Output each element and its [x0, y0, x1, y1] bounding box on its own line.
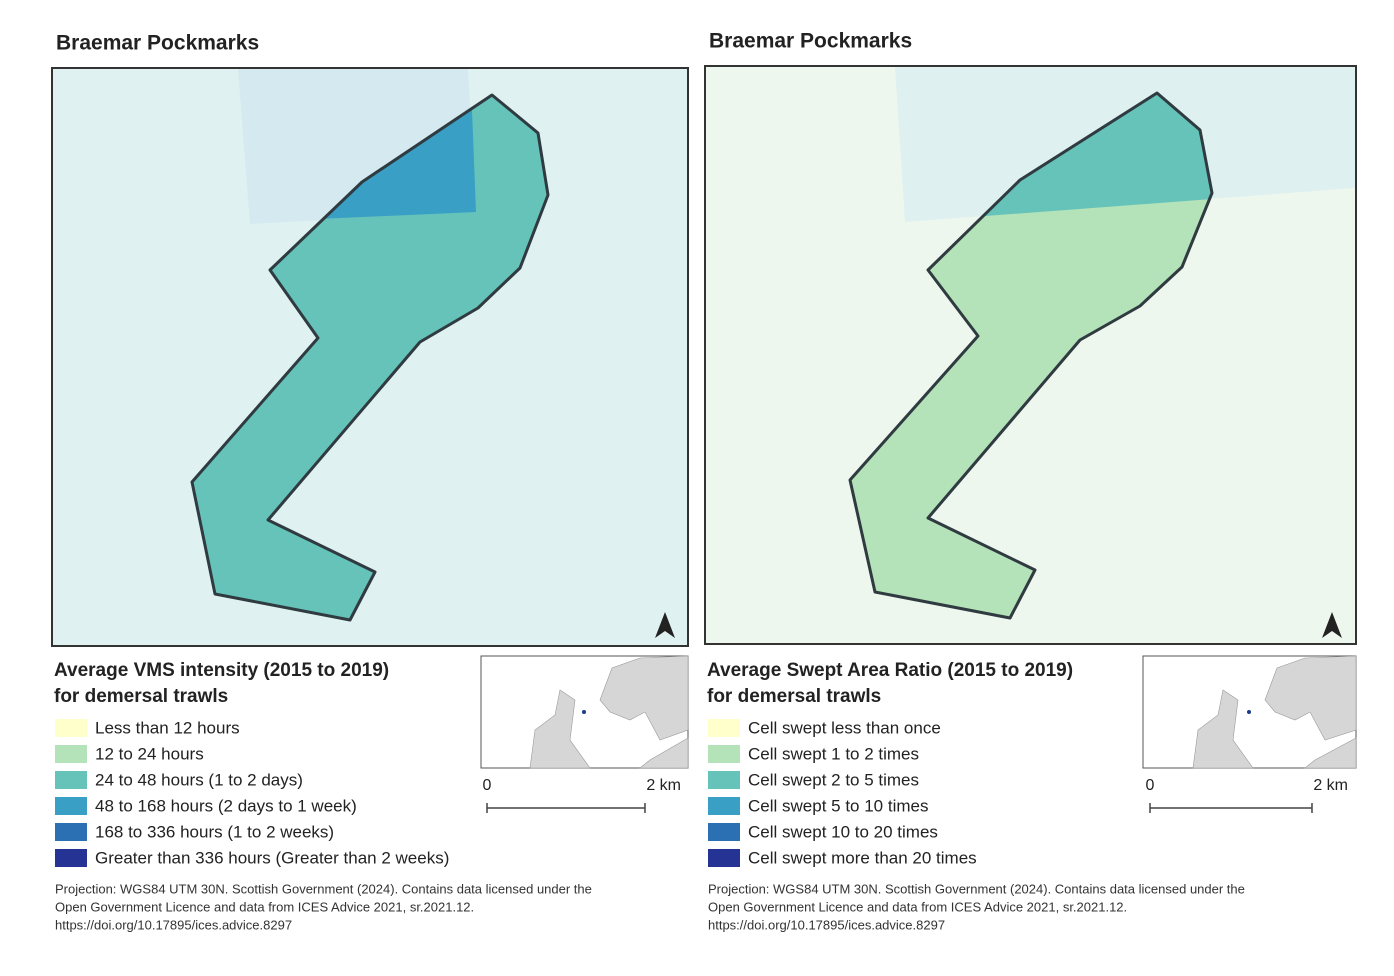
scale-label: 0: [1146, 777, 1155, 794]
footnote: https://doi.org/10.17895/ices.advice.829…: [708, 917, 945, 932]
site-outline: [848, 91, 1214, 620]
legend-label: 12 to 24 hours: [95, 744, 204, 763]
map-frame: [51, 67, 689, 647]
legend-label: Cell swept 10 to 20 times: [748, 822, 938, 841]
scale-label: 2 km: [1313, 777, 1348, 794]
legend-swatch: [708, 823, 740, 841]
legend-label: 48 to 168 hours (2 days to 1 week): [95, 796, 357, 815]
legend-swatch: [708, 849, 740, 867]
legend-label: Less than 12 hours: [95, 718, 240, 737]
legend-swatch: [55, 745, 87, 763]
footnote: https://doi.org/10.17895/ices.advice.829…: [55, 917, 292, 932]
legend-swatch: [708, 797, 740, 815]
footnote: Projection: WGS84 UTM 30N. Scottish Gove…: [55, 881, 592, 896]
legend-title: Average Swept Area Ratio (2015 to 2019): [707, 660, 1073, 681]
legend-label: 24 to 48 hours (1 to 2 days): [95, 770, 303, 789]
legend-swatch: [55, 823, 87, 841]
legend-swatch: [708, 745, 740, 763]
panel-title: Braemar Pockmarks: [709, 30, 912, 53]
legend-label: Cell swept 2 to 5 times: [748, 770, 919, 789]
north-arrow: [1322, 612, 1342, 638]
legend-title: Average VMS intensity (2015 to 2019): [54, 660, 389, 681]
inset-land: [529, 655, 689, 769]
scale-bar: [486, 803, 646, 813]
scale-label: 2 km: [646, 777, 681, 794]
panel-title: Braemar Pockmarks: [56, 32, 259, 55]
legend-label: Cell swept 1 to 2 times: [748, 744, 919, 763]
legend-title: for demersal trawls: [707, 686, 881, 707]
legend-title: for demersal trawls: [54, 686, 228, 707]
inset-land: [1192, 655, 1357, 769]
legend-label: Cell swept 5 to 10 times: [748, 796, 928, 815]
legend-swatch: [55, 797, 87, 815]
map-left: [51, 67, 689, 813]
footnote: Projection: WGS84 UTM 30N. Scottish Gove…: [708, 881, 1245, 896]
legend-swatch: [708, 771, 740, 789]
map-right: [704, 65, 1357, 813]
legend-label: Cell swept more than 20 times: [748, 848, 977, 867]
footnote: Open Government Licence and data from IC…: [55, 899, 474, 914]
legend-label: Cell swept less than once: [748, 718, 941, 737]
legend-label: 168 to 336 hours (1 to 2 weeks): [95, 822, 334, 841]
scale-bar: [1149, 803, 1313, 813]
inset-site: [582, 710, 586, 714]
legend-swatch: [55, 719, 87, 737]
legend-swatch: [55, 849, 87, 867]
footnote: Open Government Licence and data from IC…: [708, 899, 1127, 914]
site-outline: [190, 93, 550, 622]
legend-label: Greater than 336 hours (Greater than 2 w…: [95, 848, 449, 867]
scale-label: 0: [483, 777, 492, 794]
legend-swatch: [708, 719, 740, 737]
map-frame: [704, 65, 1357, 645]
inset-site: [1247, 710, 1251, 714]
north-arrow: [655, 612, 675, 638]
legend-swatch: [55, 771, 87, 789]
